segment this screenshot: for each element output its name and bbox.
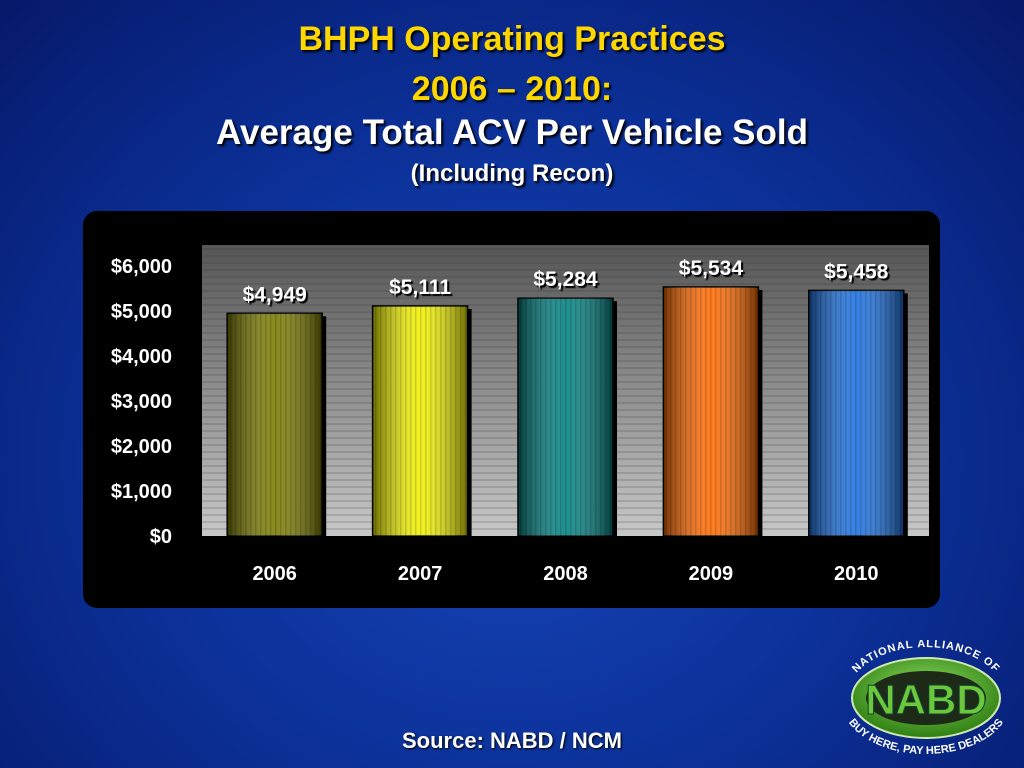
data-label: $5,534 xyxy=(679,257,744,280)
bar-texture xyxy=(372,306,468,536)
bar-texture xyxy=(808,290,904,536)
y-tick-label: $4,000 xyxy=(111,346,172,368)
y-tick-label: $2,000 xyxy=(111,436,172,458)
x-tick-label: 2010 xyxy=(834,563,879,585)
nabd-logo: NABD NATIONAL ALLIANCE OF BUY HERE, PAY … xyxy=(846,640,1006,755)
x-tick-label: 2008 xyxy=(543,563,588,585)
title-line-1: BHPH Operating Practices xyxy=(298,20,726,58)
x-tick-label: 2006 xyxy=(252,563,297,585)
bar-texture xyxy=(518,298,613,536)
title-line-3: Average Total ACV Per Vehicle Sold xyxy=(216,113,808,152)
svg-text:NABD: NABD xyxy=(865,676,986,723)
data-label: $5,458 xyxy=(824,260,889,283)
bar-texture xyxy=(663,286,759,536)
y-tick-label: $5,000 xyxy=(111,301,172,323)
x-tick-label: 2009 xyxy=(689,563,734,585)
x-tick-label: 2007 xyxy=(398,563,443,585)
subtitle: (Including Recon) xyxy=(410,160,614,187)
y-tick-label: $6,000 xyxy=(111,256,172,278)
y-tick-label: $0 xyxy=(150,526,172,548)
source-note: Source: NABD / NCM xyxy=(401,728,622,753)
data-label: $5,111 xyxy=(389,276,451,299)
title-line-2: 2006 – 2010: xyxy=(411,70,613,108)
y-tick-label: $1,000 xyxy=(111,481,172,503)
bar-texture xyxy=(227,313,323,536)
data-label: $4,949 xyxy=(243,283,307,306)
y-tick-label: $3,000 xyxy=(111,391,172,413)
data-label: $5,284 xyxy=(533,268,598,291)
